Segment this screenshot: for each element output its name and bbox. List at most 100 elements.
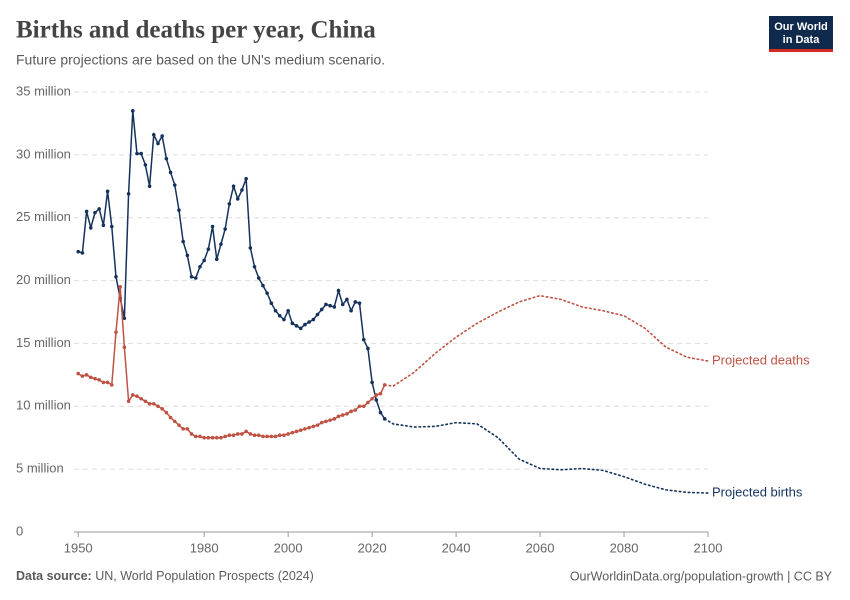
point: [219, 242, 223, 246]
point: [76, 249, 80, 254]
point: [114, 330, 118, 334]
point: [298, 428, 303, 432]
point: [265, 291, 269, 295]
point: [181, 427, 185, 431]
point: [105, 189, 110, 194]
point: [139, 396, 143, 401]
point: [366, 346, 370, 351]
point: [206, 435, 211, 440]
point: [261, 283, 265, 288]
point: [328, 418, 332, 422]
source-label: Data source:: [16, 569, 92, 583]
point: [101, 380, 106, 385]
point: [93, 376, 97, 381]
point: [151, 401, 156, 406]
point: [227, 202, 232, 206]
x-tick-label: 2100: [694, 540, 723, 555]
point: [374, 393, 379, 397]
point: [97, 378, 101, 382]
point: [349, 409, 353, 414]
point: [286, 432, 290, 436]
point: [374, 398, 379, 402]
point: [126, 399, 131, 404]
point: [80, 251, 85, 255]
x-tick-label: 1980: [190, 540, 219, 555]
point: [185, 253, 190, 258]
y-tick-label: 5 million: [16, 461, 64, 476]
point: [345, 412, 349, 416]
point: [307, 425, 311, 430]
url[interactable]: OurWorldinData.org/population-growth | C…: [570, 569, 833, 583]
point: [101, 223, 106, 228]
point: [357, 404, 362, 409]
point: [227, 433, 232, 438]
point: [328, 303, 332, 308]
point: [269, 434, 274, 439]
point: [282, 317, 286, 322]
point: [223, 434, 227, 439]
point: [97, 207, 101, 211]
point: [307, 320, 311, 324]
series-line: [383, 294, 709, 388]
point: [303, 322, 307, 327]
point: [223, 227, 227, 231]
point: [290, 321, 295, 326]
point: [202, 435, 206, 440]
point: [172, 419, 177, 424]
y-tick-label: 25 million: [16, 209, 71, 224]
point: [105, 380, 110, 385]
point: [88, 225, 93, 230]
point: [378, 410, 383, 415]
point: [340, 413, 345, 417]
point: [109, 383, 114, 387]
x-tick-label: 2020: [358, 540, 387, 555]
point: [319, 307, 324, 312]
point: [231, 433, 236, 438]
point: [193, 276, 198, 280]
point: [244, 429, 248, 434]
point: [185, 427, 190, 431]
point: [244, 176, 248, 181]
chart-title: Births and deaths per year, China: [16, 17, 376, 44]
point: [349, 308, 353, 313]
point: [273, 434, 278, 439]
x-tick-label: 1950: [64, 540, 93, 555]
point: [214, 257, 219, 262]
point: [277, 313, 282, 318]
source: Data source: UN, World Population Prospe…: [16, 569, 314, 583]
point: [265, 434, 269, 439]
point: [177, 423, 181, 427]
point: [164, 410, 169, 415]
point: [139, 151, 143, 156]
point: [286, 308, 290, 313]
point: [303, 427, 307, 431]
point: [336, 288, 341, 293]
point: [214, 435, 219, 440]
point: [202, 258, 206, 263]
point: [168, 415, 173, 420]
point: [198, 264, 202, 269]
point: [210, 224, 215, 229]
point: [143, 399, 148, 404]
point: [235, 197, 240, 201]
point: [156, 404, 160, 409]
point: [189, 432, 194, 436]
point: [135, 151, 139, 156]
point: [235, 432, 240, 436]
point: [151, 132, 156, 137]
x-tick-label: 2040: [442, 540, 471, 555]
y-tick-label: 30 million: [16, 146, 71, 161]
point: [290, 430, 295, 435]
point: [219, 435, 223, 440]
point: [198, 434, 202, 439]
logo[interactable]: [769, 16, 833, 52]
point: [189, 275, 194, 279]
point: [164, 156, 169, 161]
point: [143, 163, 148, 167]
point: [357, 301, 362, 306]
logo-bar: [769, 49, 833, 52]
point: [294, 324, 299, 328]
series-label: Projected deaths: [712, 352, 810, 367]
point: [84, 373, 89, 377]
